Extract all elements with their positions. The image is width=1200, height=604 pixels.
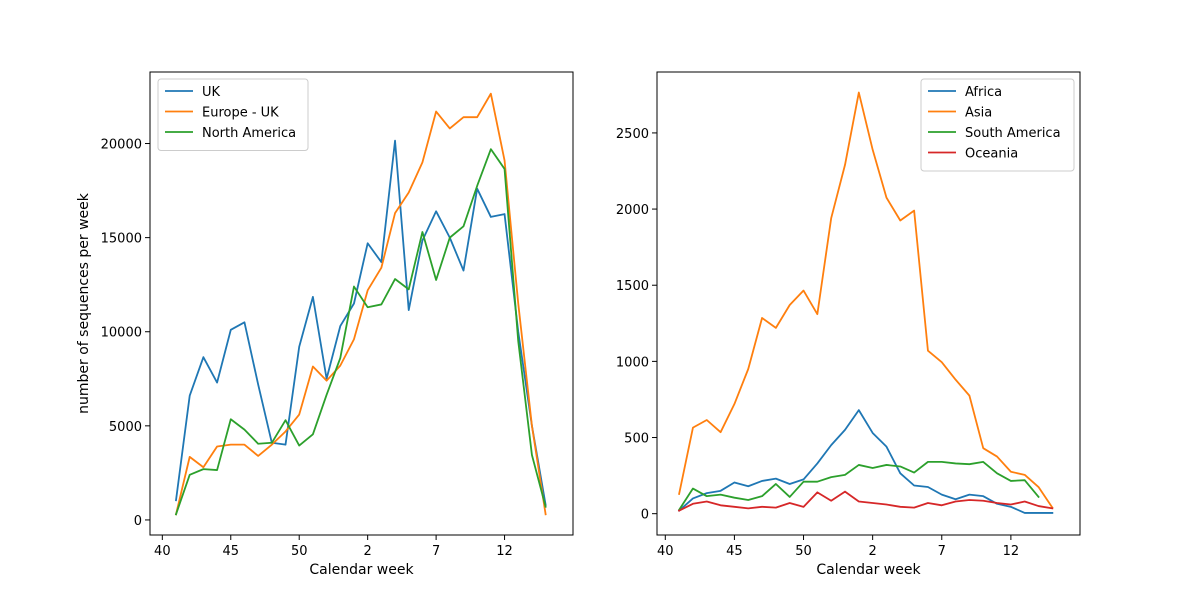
x-axis-label: Calendar week (816, 562, 921, 578)
y-tick-label: 5000 (109, 420, 142, 435)
series-line-2-1 (677, 409, 1054, 514)
y-tick-label: 0 (641, 508, 649, 523)
y-tick-label: 0 (134, 514, 142, 529)
x-tick-label: 45 (726, 544, 743, 559)
y-tick-label: 1500 (616, 279, 649, 294)
series-line-1-1 (175, 139, 547, 506)
series-line-1-3 (174, 148, 547, 516)
x-tick-label: 40 (154, 544, 171, 559)
x-axis-label: Calendar week (309, 562, 414, 578)
x-tick-label: 40 (657, 544, 674, 559)
y-tick-label: 10000 (101, 326, 142, 341)
x-tick-label: 45 (222, 544, 239, 559)
legend-entry: Asia (965, 106, 992, 121)
legend-box (920, 78, 1075, 172)
x-tick-label: 50 (291, 544, 308, 559)
legend: UK Europe - UK North America (157, 78, 309, 151)
chart-panel-2: 40 45 50 2 7 12 0 500 1000 1500 2000 2500 Calendar w… (616, 71, 1081, 578)
y-tick-label: 500 (624, 432, 649, 447)
legend-entry: South America (965, 126, 1061, 141)
y-tick-label: 2500 (616, 127, 649, 142)
legend-entry: UK (202, 85, 221, 100)
series-line-2-2 (678, 91, 1054, 509)
legend: Africa Asia South America Oceania (920, 78, 1075, 172)
y-axis-label: number of sequences per week (76, 192, 92, 414)
y-tick-label: 15000 (101, 232, 142, 247)
y-tick-label: 2000 (616, 203, 649, 218)
x-tick-label: 7 (938, 544, 946, 559)
x-tick-label: 2 (364, 544, 372, 559)
x-tick-label: 50 (795, 544, 812, 559)
legend-entry: Oceania (965, 147, 1018, 162)
legend-entry: Europe - UK (202, 106, 279, 121)
axes-frame (656, 71, 1081, 536)
series-line-2-3 (677, 460, 1040, 512)
chart-panel-1: 40 45 50 2 7 12 0 5000 10000 15000 20000 Calendar w… (76, 71, 574, 578)
series-line-2-4 (677, 490, 1054, 512)
legend-entry: Africa (965, 85, 1002, 100)
axes-frame (149, 71, 574, 536)
x-tick-label: 12 (496, 544, 513, 559)
legend-entry: North America (202, 126, 296, 141)
x-tick-label: 2 (869, 544, 877, 559)
y-tick-label: 20000 (101, 138, 142, 153)
x-tick-label: 7 (432, 544, 440, 559)
x-tick-label: 12 (1003, 544, 1020, 559)
y-tick-label: 1000 (616, 355, 649, 370)
series-line-1-2 (174, 92, 547, 516)
legend-box (157, 78, 309, 151)
